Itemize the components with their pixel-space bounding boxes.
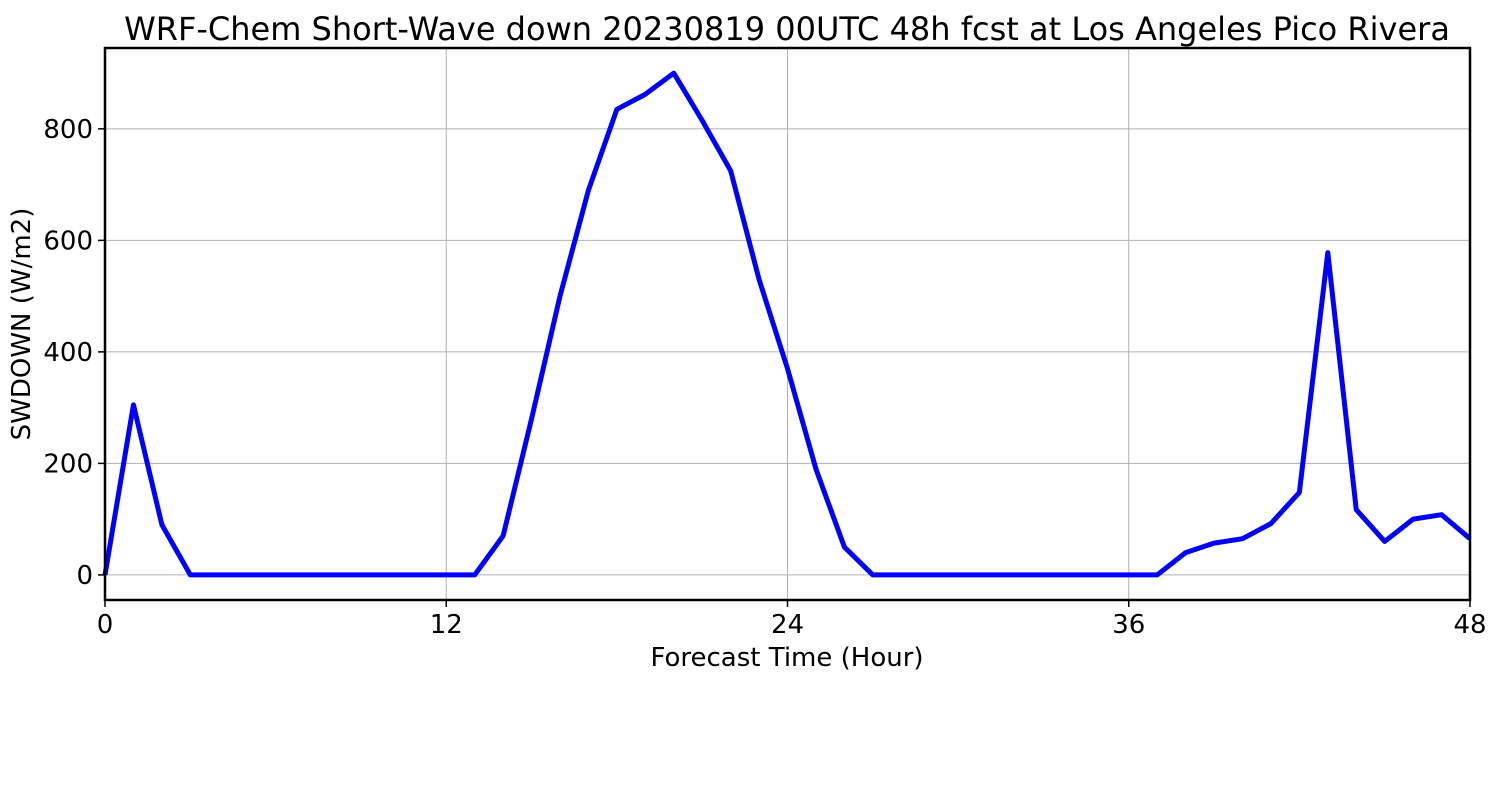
y-tick-label: 800 <box>43 115 93 145</box>
y-tick-label: 200 <box>43 449 93 479</box>
grid <box>104 48 1471 600</box>
x-tick-label: 36 <box>1112 610 1145 640</box>
x-tick-label: 48 <box>1453 610 1486 640</box>
series-layer <box>102 70 1472 578</box>
x-tick-label: 12 <box>430 610 463 640</box>
x-tick-label: 24 <box>771 610 804 640</box>
ticks: 0 12 24 36 48 0 200 400 600 800 <box>43 115 1486 640</box>
x-axis-label: Forecast Time (Hour) <box>650 643 923 673</box>
y-tick-label: 400 <box>43 338 93 368</box>
series-line-swdown <box>102 70 1472 578</box>
chart-title: WRF-Chem Short-Wave down 20230819 00UTC … <box>124 10 1450 48</box>
x-tick-label: 0 <box>97 610 114 640</box>
y-tick-label: 600 <box>43 226 93 256</box>
y-axis-label: SWDOWN (W/m2) <box>7 208 37 441</box>
y-tick-label: 0 <box>76 561 93 591</box>
